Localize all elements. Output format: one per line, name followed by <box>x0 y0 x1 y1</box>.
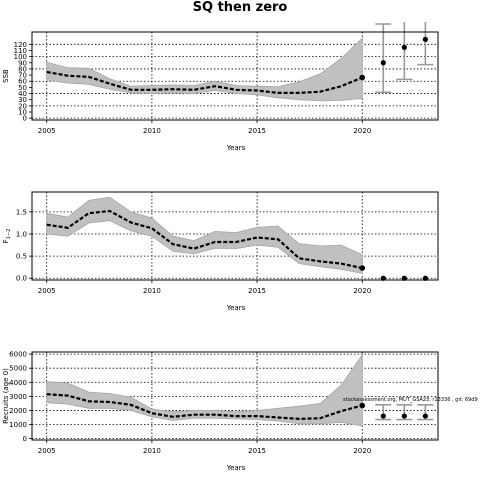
estimate-endpoint <box>359 74 366 81</box>
source-annotation: stockassessment.org, MUT_GSA23, r13336 ,… <box>343 397 478 403</box>
panel-1: 2005 2010 2015 2020 010203040506070809010011… <box>2 22 439 152</box>
y-tick-label: 120 <box>14 41 27 49</box>
confidence-band <box>46 353 363 427</box>
forecast-point <box>380 60 386 66</box>
estimate-endpoint <box>359 265 366 271</box>
x-axis-label: Years <box>226 464 246 472</box>
y-tick-label: 1000 <box>9 421 27 429</box>
y-tick-label: 1.0 <box>16 231 27 239</box>
y-tick-label: 0 <box>23 115 27 123</box>
panel-3: 2005 2010 2015 2020 0 1000 2000 3000 4000 5000 600… <box>2 351 439 472</box>
x-tick-label: 2005 <box>38 127 56 135</box>
y-tick-label: 5000 <box>9 365 27 373</box>
x-axis-label: Years <box>226 304 246 312</box>
estimate-line <box>46 393 363 421</box>
forecast-point <box>401 44 407 50</box>
x-tick-label: 2015 <box>248 447 266 455</box>
y-tick-label: 4000 <box>9 379 27 387</box>
y-tick-label: 1.5 <box>16 208 27 216</box>
y-tick-label: 40 <box>18 90 27 98</box>
x-tick-label: 2020 <box>353 287 371 295</box>
forecast-point <box>422 413 428 419</box>
chart-title: SQ then zero <box>192 0 288 15</box>
y-tick-label: 0.5 <box>16 253 27 261</box>
y-tick-label: 6000 <box>9 351 27 359</box>
x-tick-label: 2010 <box>143 287 161 295</box>
y-tick-label: 110 <box>14 47 27 55</box>
x-tick-label: 2005 <box>38 447 56 455</box>
x-tick-label: 2015 <box>248 287 266 295</box>
estimate-line <box>46 70 363 95</box>
y-tick-label: 2000 <box>9 407 27 415</box>
forecast-point <box>380 413 386 419</box>
x-tick-label: 2020 <box>353 447 371 455</box>
y-tick-label: 100 <box>14 53 27 61</box>
axes-frame <box>31 191 439 281</box>
y-tick-label: 60 <box>18 78 27 86</box>
confidence-band <box>46 196 363 274</box>
y-tick-label: 70 <box>18 72 27 80</box>
y-axis-label: SSB <box>2 69 10 83</box>
y-axis-label: Recruits (age 0) <box>2 368 10 424</box>
x-axis-label: Years <box>226 144 246 152</box>
x-tick-label: 2020 <box>353 127 371 135</box>
x-tick-label: 2015 <box>248 127 266 135</box>
panel-2: 2005 2010 2015 2020 0.0 0.5 1.0 1.5 Years F1−2 <box>2 191 439 312</box>
y-tick-label: 80 <box>18 65 27 73</box>
x-tick-label: 2010 <box>143 447 161 455</box>
x-tick-label: 2005 <box>38 287 56 295</box>
y-tick-label: 30 <box>18 96 27 104</box>
y-tick-label: 90 <box>18 59 27 67</box>
y-tick-label: 20 <box>18 102 27 110</box>
y-tick-label: 10 <box>18 109 27 117</box>
forecast-point <box>422 36 428 42</box>
forecast-point <box>401 413 407 419</box>
y-tick-label: 50 <box>18 84 27 92</box>
estimate-line <box>46 209 363 270</box>
y-axis-label: F1−2 <box>2 229 12 244</box>
y-tick-label: 0.0 <box>16 275 27 283</box>
axes-frame <box>31 31 439 121</box>
y-tick-label: 0 <box>23 435 27 443</box>
x-tick-label: 2010 <box>143 127 161 135</box>
estimate-endpoint <box>359 402 366 409</box>
y-tick-label: 3000 <box>9 393 27 401</box>
confidence-band <box>46 37 363 102</box>
